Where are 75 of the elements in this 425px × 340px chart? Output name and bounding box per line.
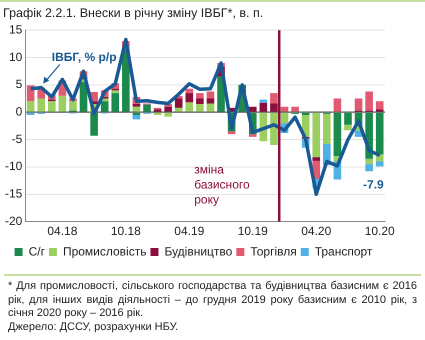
bar (312, 112, 320, 158)
x-tick-label: 10.20 (364, 224, 396, 238)
x-tick-label: 04.18 (47, 224, 78, 238)
bar (260, 100, 268, 103)
bar (376, 109, 384, 112)
bar (248, 134, 257, 137)
bar (111, 90, 120, 94)
bar (291, 106, 299, 112)
legend-label: Будівництво (164, 244, 233, 258)
bar (111, 93, 120, 112)
bar (260, 102, 268, 112)
bar (344, 124, 352, 130)
bar (270, 93, 278, 104)
bar (376, 101, 384, 110)
bar (334, 112, 342, 156)
ref-line-label: зміна базисного року (194, 162, 250, 206)
y-tick-label: 10 (8, 50, 23, 64)
x-tick-label: 10.19 (238, 224, 268, 238)
y-tick-label: -5 (12, 132, 23, 146)
bar (365, 91, 373, 111)
bar (154, 109, 162, 112)
bar (174, 108, 183, 112)
bar (185, 102, 194, 112)
bar (206, 98, 214, 104)
legend-label: Промисловість (62, 244, 146, 258)
bar (185, 88, 194, 94)
bar (196, 104, 204, 112)
bar (280, 106, 288, 112)
bar (58, 96, 66, 112)
bar (206, 91, 214, 99)
bar (312, 157, 320, 161)
bar (90, 112, 98, 136)
y-tick-label: -20 (5, 214, 23, 228)
bar (37, 98, 46, 112)
y-tick-label: -15 (5, 186, 23, 201)
text: Джерело: ДССУ, розрахунки НБУ. (8, 320, 180, 334)
legend-label: Транспорт (314, 244, 373, 258)
bar (174, 98, 183, 108)
bar (280, 112, 288, 124)
bar (334, 98, 342, 112)
bar (132, 114, 140, 120)
bar (69, 101, 77, 111)
y-tick-label: 5 (16, 77, 23, 92)
bar (132, 106, 140, 112)
bar (344, 112, 352, 125)
legend-label: Торгівля (250, 244, 297, 258)
bar (143, 104, 151, 112)
x-tick-label: 04.19 (174, 224, 205, 238)
bar (132, 104, 140, 107)
bar (196, 98, 204, 104)
legend-label: С/г (28, 244, 46, 258)
bar (164, 106, 172, 112)
x-tick-label: 10.18 (110, 224, 142, 238)
series-label: ІВБГ, % р/р (52, 50, 117, 64)
y-tick-label: 15 (8, 22, 23, 37)
bar (365, 158, 373, 164)
bar (376, 112, 384, 154)
data-label: -7.9 (363, 178, 384, 192)
bar (354, 98, 362, 111)
bar (26, 101, 34, 112)
text: * Для промисловості, сільського господарства та будівництва базисним є 2016 рік, для інших видів діяльності – до грудня 2019 року базисним є 2010 рік, з січня 2020 року – 2016 рік. (8, 280, 417, 320)
x-tick-label: 04.20 (301, 224, 332, 238)
bar (48, 101, 56, 112)
y-tick-label: -10 (5, 159, 23, 174)
bar (100, 101, 108, 112)
bar (206, 103, 214, 112)
bar (376, 161, 384, 166)
bar (228, 131, 236, 134)
bar (196, 93, 204, 99)
bar (164, 112, 172, 117)
y-tick-label: 0 (16, 104, 23, 119)
bar (323, 114, 331, 144)
bar (365, 164, 373, 172)
chart-title: Графік 2.2.1. Внески в річну зміну ІВБГ*, в. п. (0, 0, 425, 20)
bar (185, 93, 194, 102)
